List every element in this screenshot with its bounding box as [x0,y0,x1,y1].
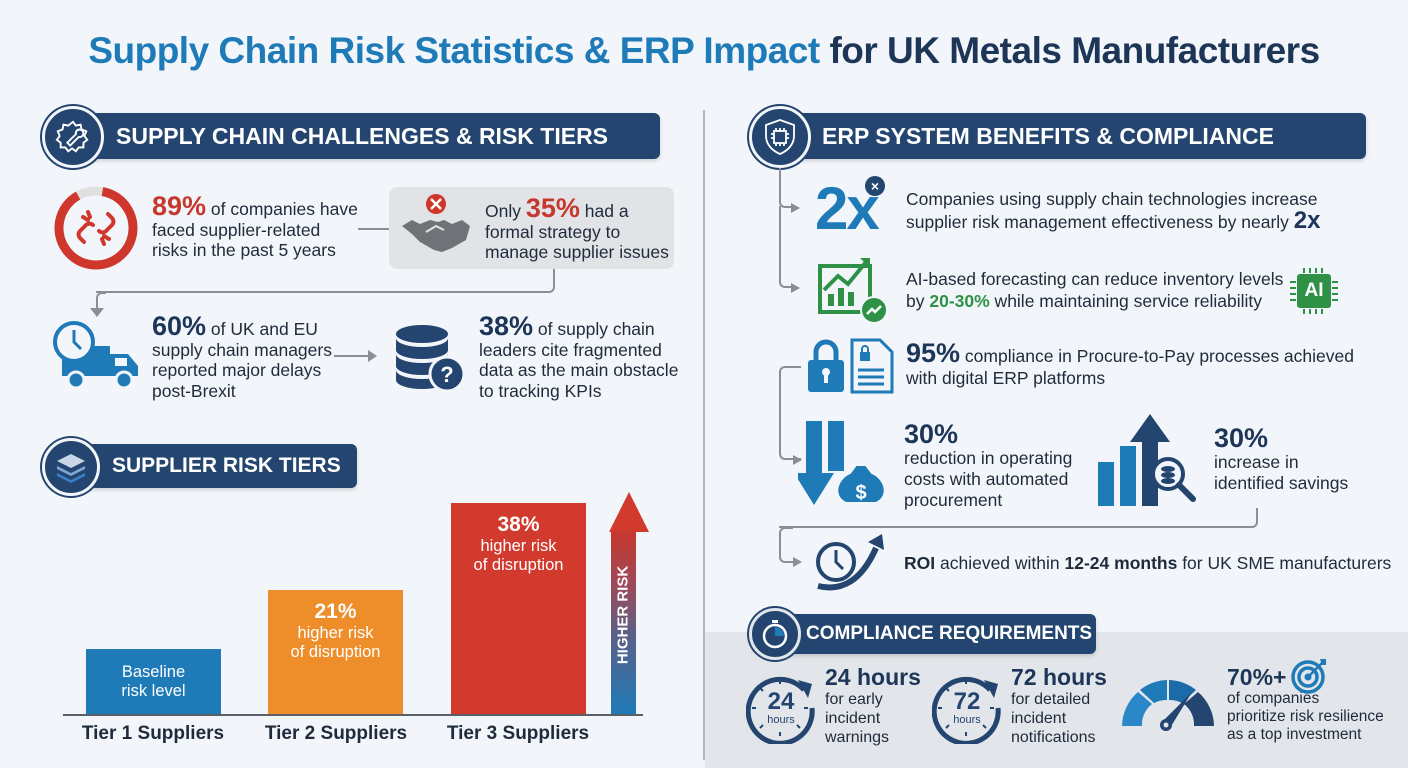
clock-unit: hours [953,714,981,726]
arrow-head [793,455,802,465]
stat-roi: ROI achieved within 12-24 months for UK … [904,553,1392,573]
section-header-label: SUPPLY CHAIN CHALLENGES & RISK TIERS [116,122,609,149]
ai-chip-label: AI [1304,280,1324,301]
stat-24-hours: 24 hours for early incident warnings [825,664,921,747]
page-title: Supply Chain Risk Statistics & ERP Impac… [0,30,1408,72]
compliance-panel-background [705,632,1408,768]
gauge-icon [1118,672,1218,737]
database-question-icon: ? [392,322,468,399]
tier-label: Tier 3 Suppliers [446,723,590,744]
shield-chip-icon [749,106,811,168]
stat-70-percent: 70%+ of companies prioritize risk resili… [1227,664,1384,744]
arrow-head [791,203,800,213]
bar-tier-2: 21% higher risk of disruption [268,590,403,715]
section-header-erp: ERP SYSTEM BENEFITS & COMPLIANCE [776,113,1366,159]
connector-line [334,355,370,357]
bar-tier-3: 38% higher risk of disruption [451,503,586,715]
tier-label: Tier 2 Suppliers [264,723,408,744]
cost-reduction-icon: $ [794,419,898,514]
stat-95-percent: 95% compliance in Procure-to-Pay process… [906,338,1354,389]
connector-line [779,206,791,288]
arrow-head [90,308,104,317]
chart-baseline [63,714,643,716]
target-icon [1290,655,1330,700]
section-header-compliance: COMPLIANCE REQUIREMENTS [772,614,1096,654]
handshake-x-icon [400,192,472,263]
stat-ai-forecasting: AI-based forecasting can reduce inventor… [906,269,1284,311]
tier-label: Tier 1 Suppliers [81,723,225,744]
delivery-truck-clock-icon [52,320,144,399]
arrow-head [368,350,377,362]
stopwatch-icon [749,608,801,660]
clock-growth-icon [810,530,892,597]
multiply-icon: × [865,176,885,196]
column-divider [703,110,705,760]
clock-24-hours-icon: 24 hours [745,668,818,749]
higher-risk-label: HIGHER RISK [614,565,632,665]
connector-line [779,168,791,208]
connector-line [779,527,793,563]
clock-number: 72 [953,688,981,715]
arrow-head [793,557,802,567]
clock-unit: hours [767,714,795,726]
layers-icon [42,438,100,496]
connector-line [358,228,389,230]
gear-wrench-icon [42,106,104,168]
connector-line [96,292,106,310]
title-part-1: Supply Chain Risk Statistics & ERP Impac… [88,30,820,71]
section-header-challenges: SUPPLY CHAIN CHALLENGES & RISK TIERS [68,113,660,159]
connector-line [779,366,801,460]
clock-number: 24 [767,688,795,715]
stat-38-percent: 38% of supply chain leaders cite fragmen… [479,311,679,401]
connector-line [96,269,555,293]
title-part-2: for UK Metals Manufacturers [819,30,1320,71]
stat-30-percent-reduction: 30% reduction in operating costs with au… [904,419,1073,511]
svg-text:?: ? [440,362,453,387]
broken-chain-icon [52,184,140,277]
stat-2x-text: Companies using supply chain technologie… [906,189,1321,234]
stat-89-percent: 89% of companies have faced supplier-rel… [152,191,358,261]
higher-risk-arrow-head [609,492,649,532]
connector-line [779,508,1258,528]
clock-72-hours-icon: 72 hours [931,668,1004,749]
stat-72-hours: 72 hours for detailed incident notificat… [1011,664,1107,747]
lock-document-icon [806,338,898,401]
section-header-risk-tiers: SUPPLIER RISK TIERS [68,444,357,488]
stat-30-percent-increase: 30% increase in identified savings [1214,423,1349,494]
svg-text:$: $ [855,482,866,504]
ai-chip-icon: AI [1284,266,1344,316]
savings-growth-icon [1096,412,1206,517]
growth-chart-icon [816,254,888,329]
stat-35-percent: Only 35% had a formal strategy to manage… [485,193,669,263]
bar-tier-1: Baseline risk level [86,649,221,715]
higher-risk-arrow [611,531,636,714]
arrow-head [791,283,800,293]
stat-60-percent: 60% of UK and EU supply chain managers r… [152,311,332,401]
